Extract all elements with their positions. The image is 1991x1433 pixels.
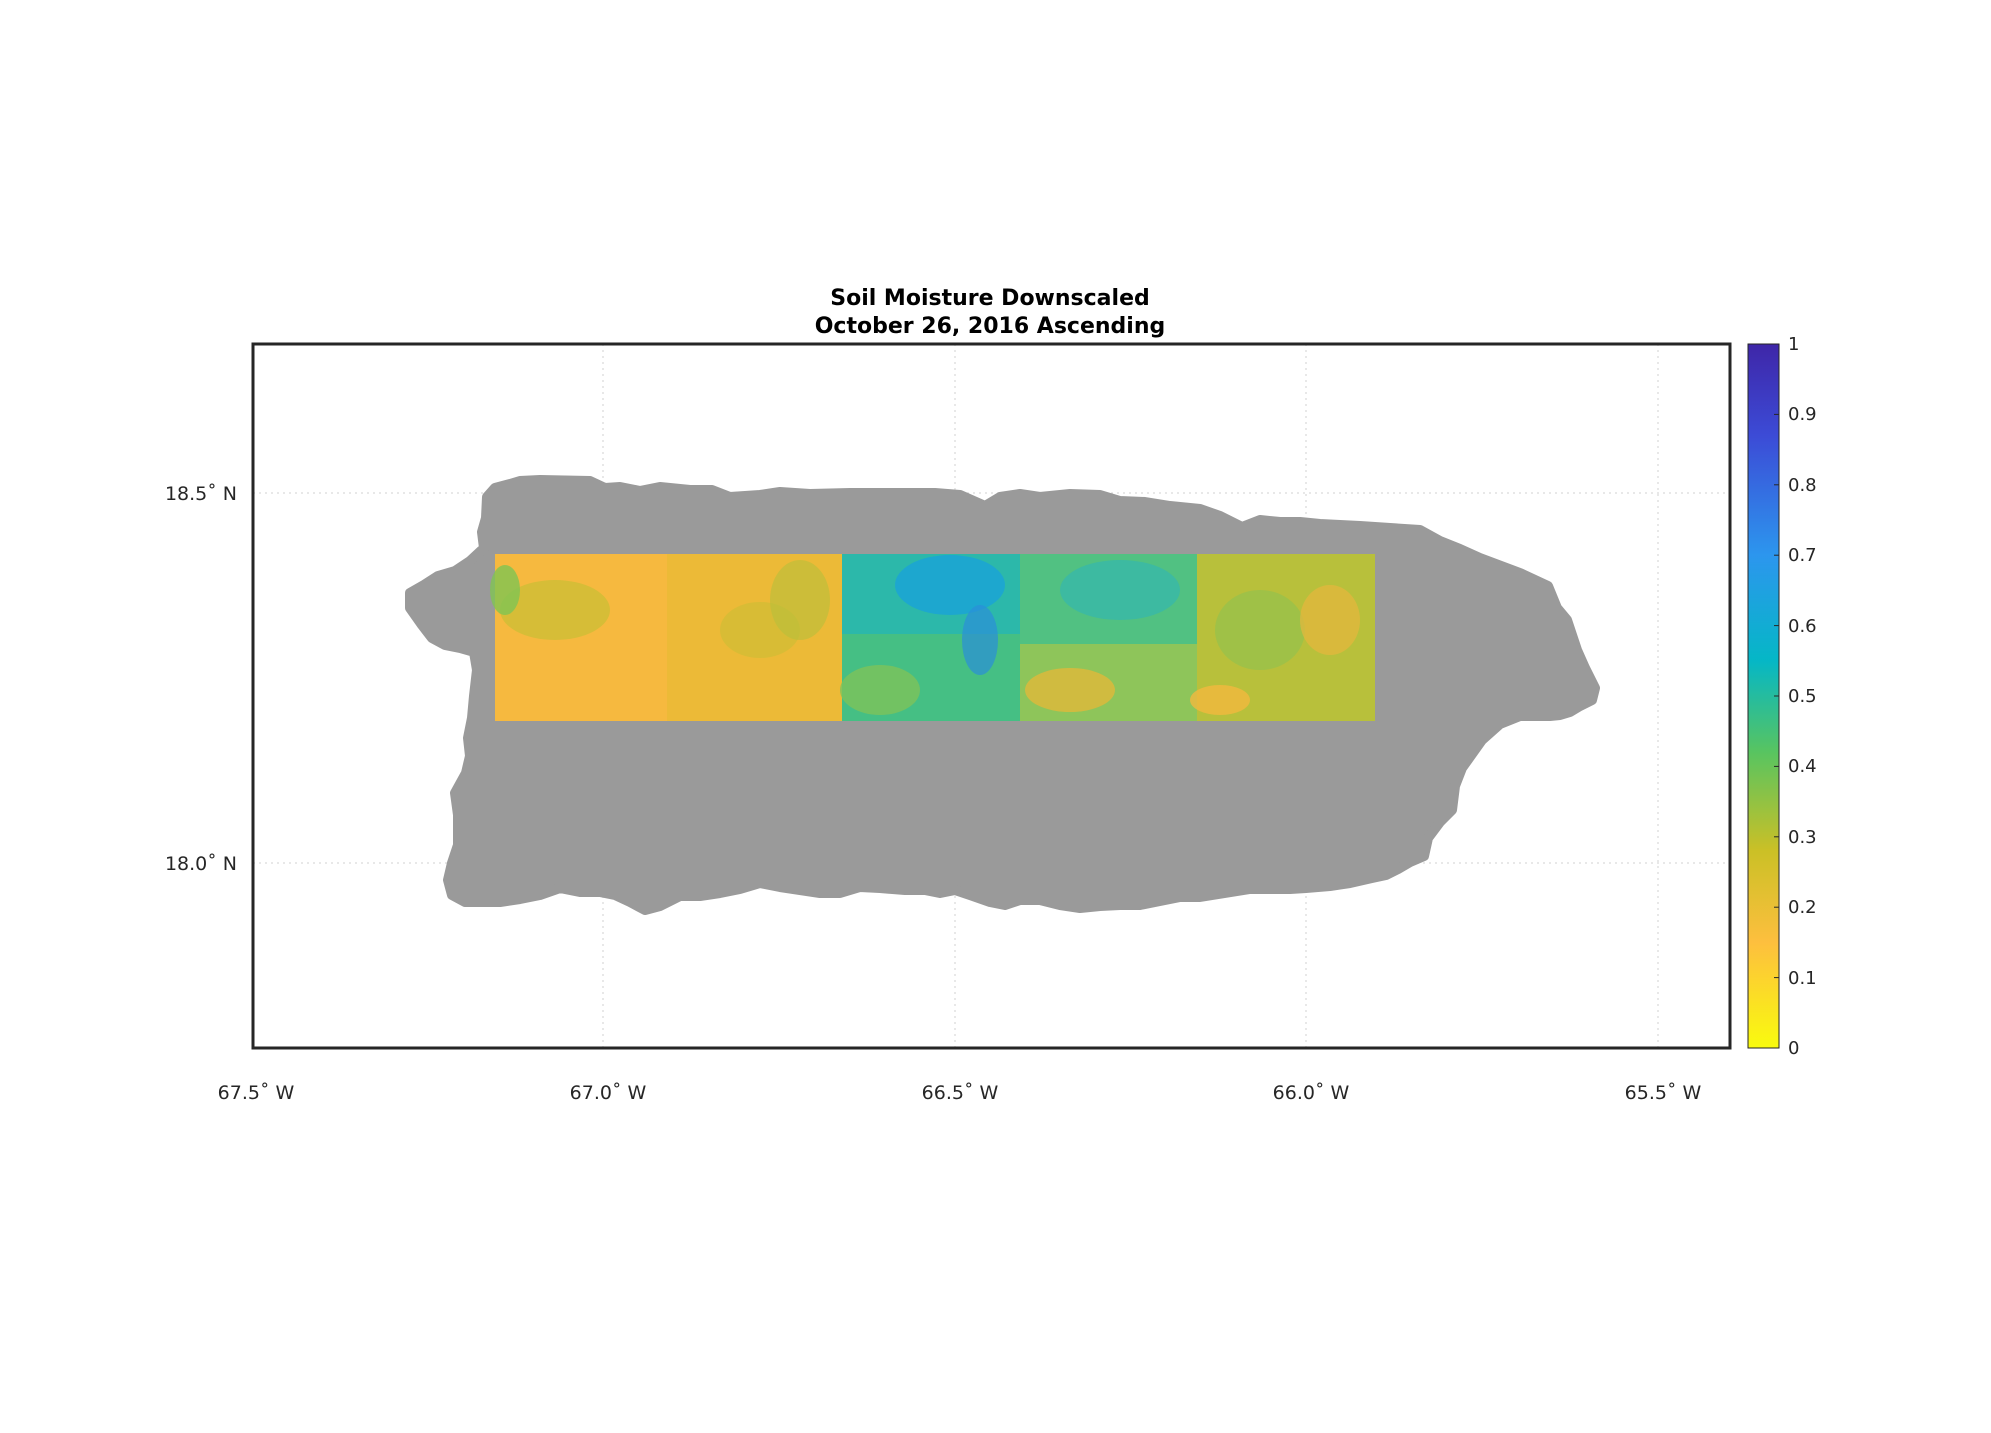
swath-patch-7 [840, 665, 920, 715]
colorbar-label-8: 0.8 [1788, 475, 1817, 496]
x-tick-label-67-0: 67.0˚ W [570, 1082, 647, 1104]
colorbar-label-4: 0.4 [1788, 756, 1817, 777]
swath-patch-10 [1215, 590, 1305, 670]
colorbar-label-10: 1 [1788, 334, 1799, 355]
y-tick-labels: 18.5˚ N 18.0˚ N [165, 483, 237, 875]
map-axes [251, 342, 1732, 1050]
swath-patch-9 [1025, 668, 1115, 712]
colorbar-ticks [1774, 343, 1779, 1049]
colorbar-label-2: 0.2 [1788, 897, 1817, 918]
swath-patch-5 [895, 555, 1005, 615]
colorbar-label-0: 0 [1788, 1038, 1799, 1059]
swath-patch-11 [1300, 585, 1360, 655]
colorbar: 0 0.1 0.2 0.3 0.4 0.5 0.6 0.7 0.8 0.9 1 [1747, 334, 1817, 1059]
x-tick-label-66-5: 66.5˚ W [922, 1082, 999, 1104]
swath-tile-1 [495, 554, 667, 721]
colorbar-label-1: 0.1 [1788, 968, 1817, 989]
colorbar-label-3: 0.3 [1788, 827, 1817, 848]
swath-patch-12 [1190, 685, 1250, 715]
swath-patch-8 [1060, 560, 1180, 620]
axes-border [251, 342, 1732, 1050]
colorbar-label-7: 0.7 [1788, 545, 1817, 566]
x-tick-label-65-5: 65.5˚ W [1625, 1082, 1702, 1104]
chart-subtitle: October 26, 2016 Ascending [815, 314, 1166, 339]
colorbar-label-9: 0.9 [1788, 404, 1817, 425]
colorbar-gradient [1747, 343, 1780, 1049]
x-tick-label-67-5: 67.5˚ W [218, 1082, 295, 1104]
swath-patch-2 [490, 565, 520, 615]
chart-title: Soil Moisture Downscaled [830, 286, 1150, 311]
x-tick-labels: 67.5˚ W 67.0˚ W 66.5˚ W 66.0˚ W 65.5˚ W [218, 1082, 1702, 1104]
swath-patch-4 [770, 560, 830, 640]
x-tick-label-66-0: 66.0˚ W [1273, 1082, 1350, 1104]
soil-moisture-swath [490, 554, 1375, 721]
swath-patch-6 [962, 605, 998, 675]
y-tick-label-18-5: 18.5˚ N [165, 483, 237, 505]
colorbar-label-6: 0.6 [1788, 616, 1817, 637]
swath-patch-1 [500, 580, 610, 640]
y-tick-label-18-0: 18.0˚ N [165, 853, 237, 875]
colorbar-labels: 0 0.1 0.2 0.3 0.4 0.5 0.6 0.7 0.8 0.9 1 [1788, 334, 1817, 1059]
colorbar-label-5: 0.5 [1788, 686, 1817, 707]
